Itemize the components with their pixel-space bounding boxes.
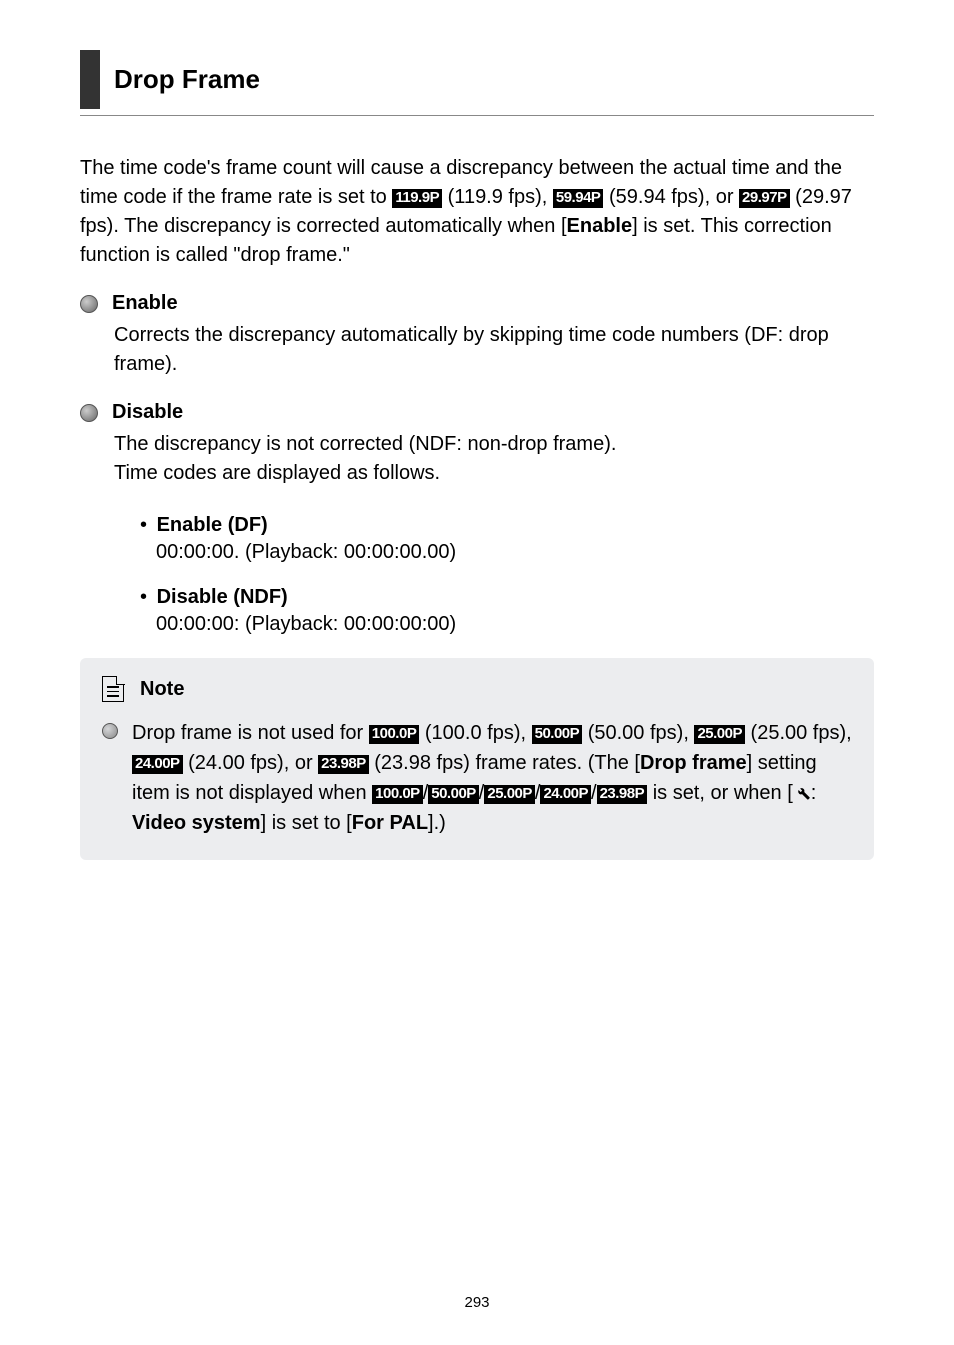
note-p3: (25.00 fps), [745, 722, 852, 744]
note-box: Note Drop frame is not used for 100.0P (… [80, 658, 874, 860]
sub-disable-row: • Disable (NDF) [140, 586, 874, 609]
intro-p2: (59.94 fps), or [609, 186, 739, 208]
page-number: 293 [0, 1294, 954, 1311]
heading-accent [80, 50, 100, 109]
divider [80, 115, 874, 116]
heading-title: Drop Frame [114, 50, 260, 109]
sub-bullet-icon: • [140, 514, 147, 536]
section-heading: Drop Frame [80, 50, 874, 109]
disable-label: Disable [112, 401, 183, 424]
disable-body1: The discrepancy is not corrected (NDF: n… [114, 433, 616, 455]
disable-body2: Time codes are displayed as follows. [114, 462, 440, 484]
fps-badge-c3: 25.00P [484, 785, 535, 804]
disable-row: Disable [80, 401, 874, 424]
sub-bullet-icon: • [140, 586, 147, 608]
note-title: Note [140, 678, 184, 701]
bullet-dot-icon [80, 404, 98, 422]
sub-enable-row: • Enable (DF) [140, 514, 874, 537]
fps-badge-2500: 25.00P [694, 725, 745, 744]
fps-badge-2997: 29.97P [739, 189, 790, 208]
sub-enable-label: Enable (DF) [157, 514, 268, 536]
fps-badge-c2: 50.00P [428, 785, 479, 804]
note-icon [102, 676, 124, 702]
enable-body: Corrects the discrepancy automatically b… [114, 321, 874, 379]
fps-badge-5994: 59.94P [553, 189, 604, 208]
note-t4: ] is set to [ [261, 812, 352, 834]
note-body-row: Drop frame is not used for 100.0P (100.0… [102, 718, 852, 838]
disable-body: The discrepancy is not corrected (NDF: n… [114, 430, 874, 488]
fps-badge-2400: 24.00P [132, 755, 183, 774]
wrench-icon [793, 783, 811, 801]
intro-paragraph: The time code's frame count will cause a… [80, 154, 874, 270]
intro-p1: (119.9 fps), [448, 186, 553, 208]
note-forpal: For PAL [352, 812, 428, 834]
enable-label: Enable [112, 292, 178, 315]
fps-badge-c1: 100.0P [372, 785, 423, 804]
note-p1: (100.0 fps), [419, 722, 531, 744]
note-t5: ].) [428, 812, 446, 834]
note-p2: (50.00 fps), [582, 722, 694, 744]
note-t1: Drop frame is not used for [132, 722, 369, 744]
sub-disable-body: 00:00:00: (Playback: 00:00:00:00) [156, 613, 874, 636]
sub-disable-label: Disable (NDF) [157, 586, 288, 608]
fps-badge-5000: 50.00P [532, 725, 583, 744]
note-t3: is set, or when [ [653, 782, 793, 804]
note-p5: (23.98 fps) frame rates. (The [ [369, 752, 640, 774]
fps-badge-2398: 23.98P [318, 755, 369, 774]
note-bullet-icon [102, 723, 118, 739]
enable-row: Enable [80, 292, 874, 315]
note-header: Note [102, 676, 852, 702]
fps-badge-1000: 100.0P [369, 725, 420, 744]
note-p4: (24.00 fps), or [183, 752, 319, 774]
fps-badge-c5: 23.98P [597, 785, 648, 804]
fps-badge-c4: 24.00P [540, 785, 591, 804]
fps-badge-1199: 119.9P [392, 189, 442, 208]
bullet-dot-icon [80, 295, 98, 313]
note-video-system: Video system [132, 812, 261, 834]
note-dropframe: Drop frame [640, 752, 747, 774]
intro-enable: Enable [567, 215, 633, 237]
sub-enable-body: 00:00:00. (Playback: 00:00:00.00) [156, 541, 874, 564]
note-text: Drop frame is not used for 100.0P (100.0… [132, 718, 852, 838]
